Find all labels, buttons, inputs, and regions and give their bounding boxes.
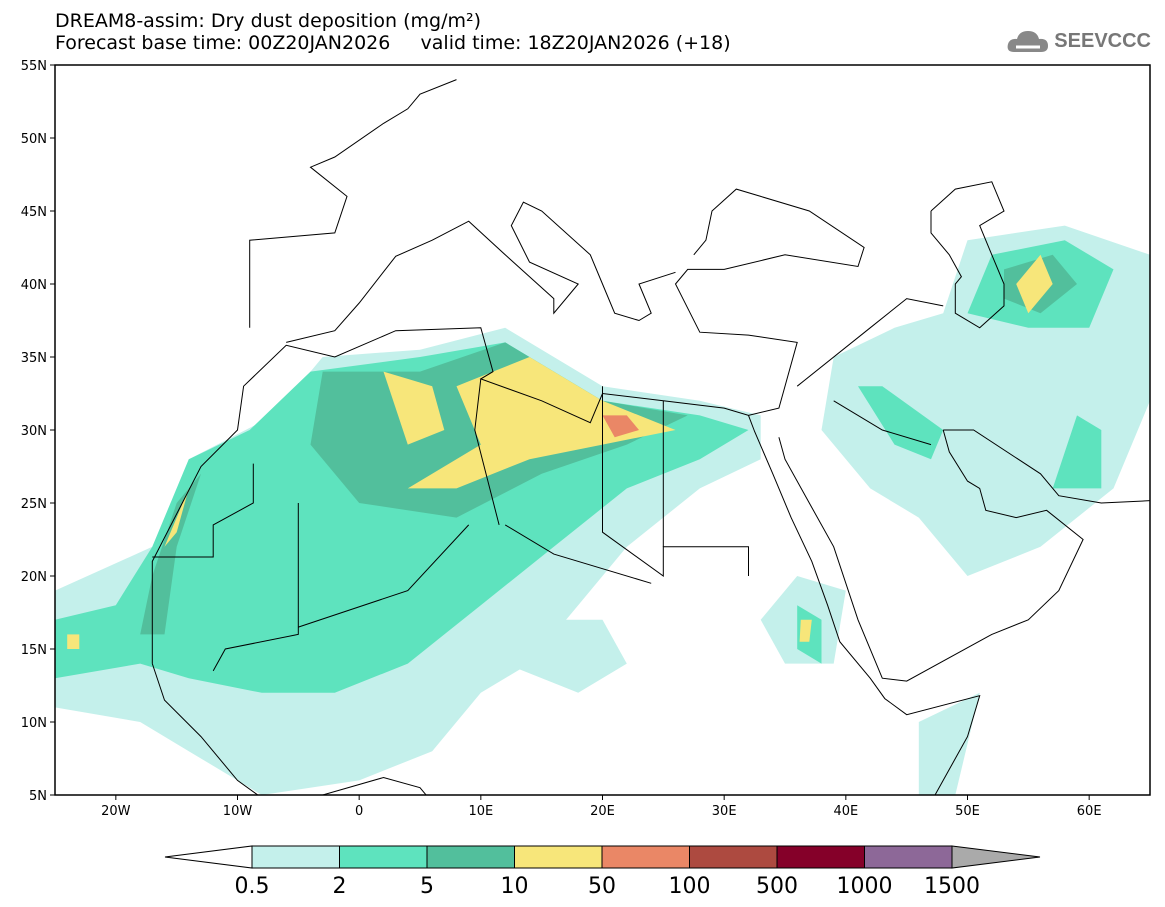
dust-contour-region	[407, 357, 676, 489]
dust-contour-region	[799, 619, 812, 642]
lat-label: 40N	[21, 278, 47, 293]
coastline-border	[249, 79, 457, 328]
coastline-border	[151, 188, 865, 664]
coastline-border	[298, 524, 470, 628]
colorbar-swatch	[339, 845, 428, 869]
lat-label: 50N	[21, 132, 47, 147]
lat-label: 35N	[21, 351, 47, 366]
coastline-border	[212, 503, 299, 672]
colorbar-label: 1500	[924, 874, 980, 899]
dust-contour-region	[67, 634, 80, 649]
logo-text: SEEVCCC	[1054, 29, 1151, 52]
colorbar-under-arrow	[164, 845, 253, 869]
lat-label: 20N	[21, 570, 47, 585]
coastline-border	[504, 524, 652, 584]
dust-contour-region	[383, 371, 445, 445]
coastline-border	[930, 181, 1005, 329]
colorbar-label: 500	[756, 874, 798, 899]
coastline-border	[778, 429, 1084, 682]
forecast-times: Forecast base time: 00Z20JAN2026 valid t…	[55, 33, 731, 53]
map-title: DREAM8-assim: Dry dust deposition (mg/m²…	[55, 10, 482, 32]
dust-deposition-field	[55, 225, 1150, 795]
lon-label: 10W	[223, 804, 253, 819]
coastlines	[151, 79, 1150, 795]
colorbar-label: 50	[588, 874, 616, 899]
coastline-border	[748, 415, 981, 795]
lon-label: 10E	[468, 804, 493, 819]
coastline-border	[833, 400, 932, 446]
coastline-border	[151, 663, 427, 795]
lon-label: 40E	[833, 804, 858, 819]
colorbar-swatch	[514, 845, 603, 869]
dust-contour-region	[918, 692, 980, 795]
lon-label: 20E	[590, 804, 615, 819]
seevccc-logo: SEEVCCC	[1006, 28, 1151, 54]
colorbar-label: 10	[501, 874, 529, 899]
colorbar: 0.5 2 5 10 50 100 500 1000 1500	[164, 845, 1041, 899]
coastline-border	[152, 463, 254, 558]
lon-label: 0	[355, 804, 363, 819]
lon-label: 20W	[101, 804, 131, 819]
dust-contour-region	[1016, 254, 1053, 314]
lon-label: 60E	[1077, 804, 1102, 819]
colorbar-swatch	[426, 845, 515, 869]
coastline-border	[943, 429, 1150, 504]
coastline-border	[286, 201, 676, 343]
dust-contour-region	[1052, 415, 1102, 489]
lat-label: 5N	[29, 789, 47, 804]
colorbar-swatch	[689, 845, 778, 869]
colorbar-label: 5	[420, 874, 434, 899]
cloud-icon	[1007, 31, 1049, 52]
forecast-base-time: Forecast base time: 00Z20JAN2026	[55, 32, 391, 54]
colorbar-label: 1000	[837, 874, 893, 899]
dust-contour-region	[505, 619, 627, 693]
lon-label: 50E	[955, 804, 980, 819]
lat-label: 10N	[21, 716, 47, 731]
dust-contour-region	[140, 473, 201, 635]
lat-label: 30N	[21, 424, 47, 439]
lat-label: 15N	[21, 643, 47, 658]
lat-label: 25N	[21, 497, 47, 512]
colorbar-label: 0.5	[235, 874, 270, 899]
colorbar-swatch	[251, 845, 340, 869]
coastline-border	[796, 298, 944, 387]
valid-time: valid time: 18Z20JAN2026 (+18)	[420, 32, 731, 54]
coastline-border	[602, 386, 749, 577]
colorbar-swatch	[776, 845, 865, 869]
colorbar-over-arrow	[951, 845, 1041, 869]
colorbar-swatch	[601, 845, 690, 869]
lon-label: 30E	[712, 804, 737, 819]
colorbar-swatch	[864, 845, 953, 869]
colorbar-label: 2	[333, 874, 347, 899]
dust-contour-region	[858, 386, 944, 460]
colorbar-label: 100	[669, 874, 711, 899]
dust-contour-region	[602, 415, 639, 438]
lat-label: 45N	[21, 205, 47, 220]
coastline-border	[474, 378, 500, 526]
lat-label: 55N	[21, 59, 47, 74]
